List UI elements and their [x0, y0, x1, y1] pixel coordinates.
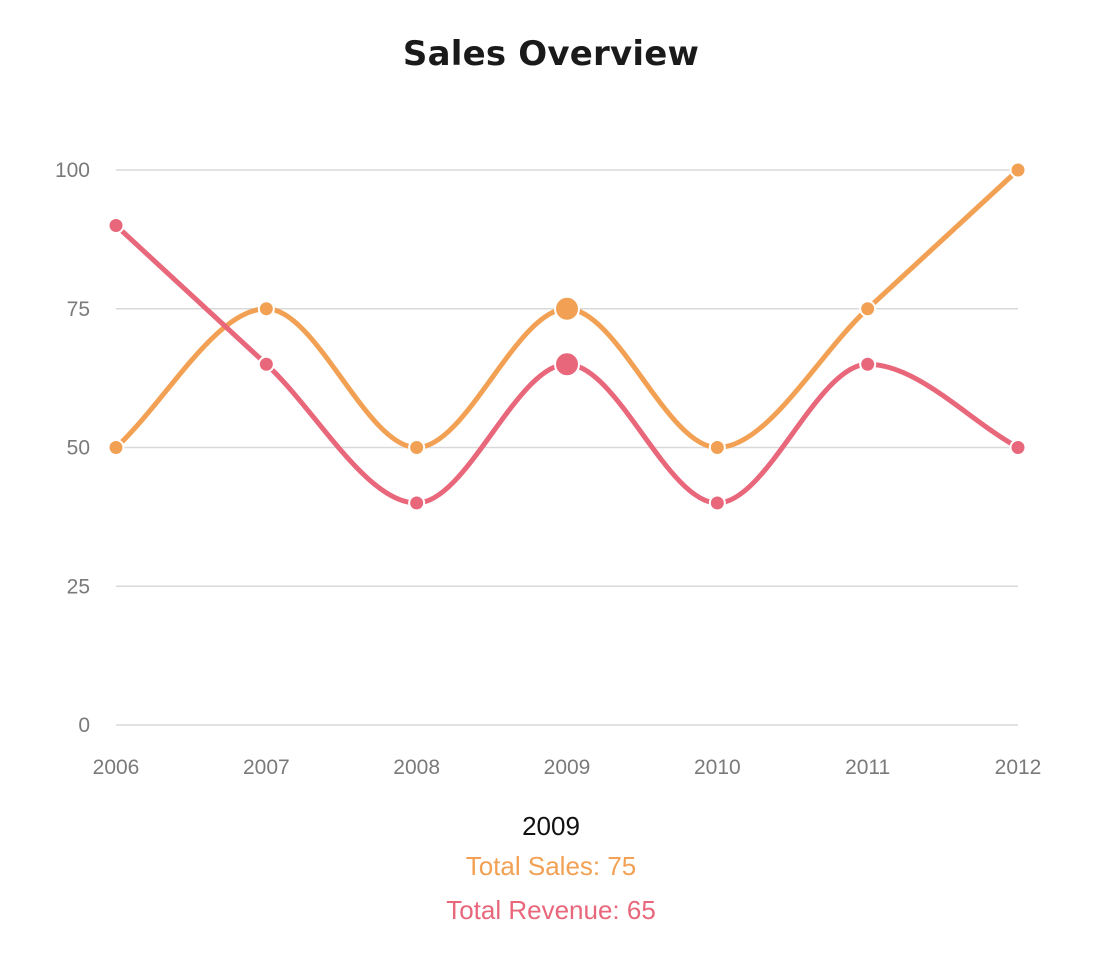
x-tick-label: 2006 — [93, 756, 140, 779]
y-tick-label: 75 — [67, 298, 90, 321]
x-tick-label: 2012 — [995, 756, 1042, 779]
data-point-total-revenue-2009[interactable] — [554, 351, 580, 378]
y-axis-ticks: 0 25 50 75 100 — [55, 159, 90, 737]
data-point-total-sales-2009[interactable] — [554, 295, 580, 322]
y-tick-label: 0 — [78, 714, 90, 737]
y-tick-label: 25 — [67, 575, 90, 598]
data-point-total-revenue-2008[interactable] — [408, 494, 426, 512]
data-point-total-sales-2012[interactable] — [1009, 161, 1027, 179]
x-tick-label: 2008 — [393, 756, 440, 779]
data-point-total-revenue-2010[interactable] — [708, 494, 726, 512]
data-point-total-sales-2010[interactable] — [708, 439, 726, 456]
x-tick-label: 2011 — [845, 756, 890, 779]
x-tick-label: 2010 — [694, 756, 741, 779]
x-axis-ticks: 2006 2007 2008 2009 2010 2011 2012 — [93, 756, 1042, 779]
data-points[interactable] — [107, 161, 1027, 512]
tooltip-total-revenue: Total Revenue: 65 — [446, 895, 656, 925]
data-point-total-sales-2007[interactable] — [257, 300, 275, 318]
x-tick-label: 2009 — [544, 756, 591, 779]
series-lines — [113, 167, 1021, 506]
y-tick-label: 100 — [55, 159, 90, 182]
y-tick-label: 50 — [67, 437, 90, 460]
tooltip-title: 2009 — [522, 811, 580, 841]
data-point-total-revenue-2006[interactable] — [107, 217, 125, 234]
data-point-total-revenue-2012[interactable] — [1009, 439, 1027, 456]
x-tick-label: 2007 — [243, 756, 290, 779]
chart-title: Sales Overview — [402, 34, 700, 74]
data-point-total-sales-2006[interactable] — [107, 439, 125, 456]
data-point-total-revenue-2007[interactable] — [257, 355, 275, 373]
tooltip: 2009 Total Sales: 75 Total Revenue: 65 — [0, 808, 1102, 932]
data-point-total-revenue-2011[interactable] — [859, 355, 877, 373]
data-point-total-sales-2008[interactable] — [408, 439, 426, 456]
tooltip-total-sales: Total Sales: 75 — [465, 851, 637, 881]
gridlines — [116, 169, 1018, 726]
data-point-total-sales-2011[interactable] — [859, 300, 877, 318]
